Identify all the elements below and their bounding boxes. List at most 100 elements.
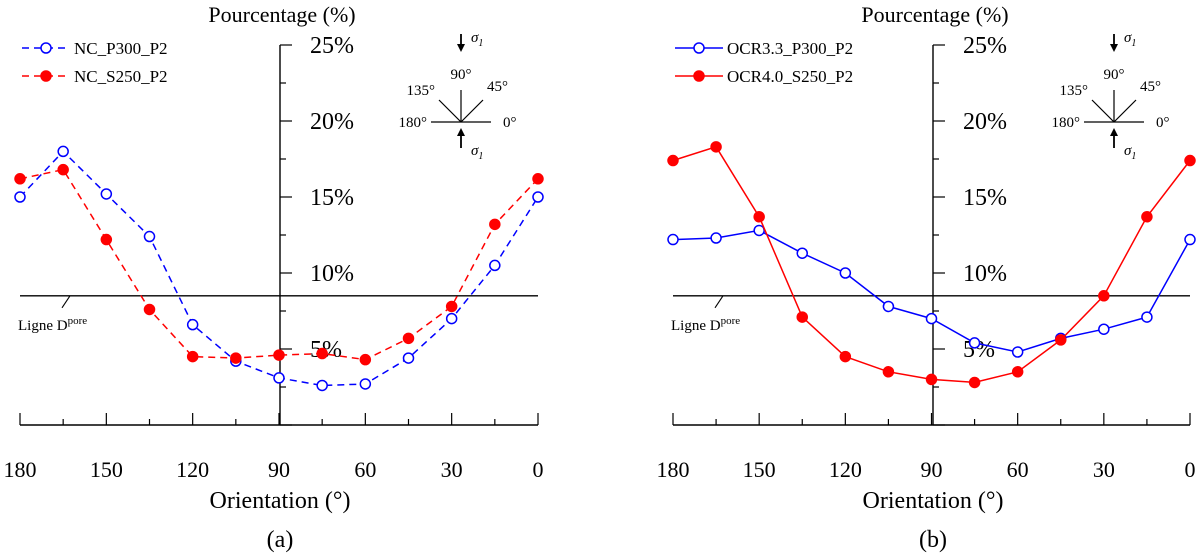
data-point-OCR4.0_S250_P2 bbox=[968, 376, 981, 389]
x-tick-label: 90 bbox=[268, 457, 290, 482]
ligne-dpore-label-sup: pore bbox=[721, 315, 741, 327]
data-point-NC_S250_P2 bbox=[230, 352, 242, 364]
ligne-dpore-label-main: Ligne D bbox=[18, 318, 68, 334]
data-point-OCR4.0_S250_P2 bbox=[1184, 154, 1196, 167]
ligne-dpore-pointer bbox=[61, 295, 71, 309]
data-point-NC_S250_P2 bbox=[402, 332, 415, 345]
data-point-NC_P300_P2 bbox=[57, 145, 69, 158]
y-tick-label: 10% bbox=[963, 261, 1007, 287]
x-tick-label: 120 bbox=[829, 457, 862, 482]
ligne-dpore-label: Ligne Dpore bbox=[18, 315, 87, 334]
y-tick-label: 20% bbox=[310, 109, 354, 135]
legend-label: NC_S250_P2 bbox=[74, 67, 168, 86]
data-point-NC_S250_P2 bbox=[143, 303, 156, 316]
inset-arrow-bottom-head bbox=[1110, 128, 1118, 136]
y-axis-label: Pourcentage (%) bbox=[208, 2, 355, 27]
data-point-OCR4.0_S250_P2 bbox=[1055, 334, 1067, 346]
series-line-OCR4.0_S250_P2 bbox=[672, 145, 1191, 384]
legend-marker bbox=[40, 70, 52, 82]
data-point-OCR3.3_P300_P2 bbox=[753, 224, 765, 237]
series-line-OCR3.3_P300_P2 bbox=[672, 229, 1191, 353]
data-point-OCR4.0_S250_P2 bbox=[1141, 211, 1153, 223]
data-point-NC_S250_P2 bbox=[273, 349, 285, 361]
x-tick-label: 60 bbox=[1007, 457, 1029, 482]
y-tick-label: 10% bbox=[310, 261, 354, 287]
data-point-OCR4.0_S250_P2 bbox=[925, 373, 938, 386]
x-tick-label: 90 bbox=[921, 457, 943, 482]
x-tick-label: 0 bbox=[1185, 457, 1196, 482]
data-point-OCR3.3_P300_P2 bbox=[1184, 233, 1196, 246]
data-point-OCR3.3_P300_P2 bbox=[1141, 311, 1153, 323]
inset-arrow-top-head bbox=[457, 44, 465, 52]
data-point-NC_P300_P2 bbox=[14, 191, 26, 203]
inset-arrow-bottom-head bbox=[457, 128, 465, 136]
inset-label-180: 180° bbox=[399, 115, 428, 131]
data-point-NC_S250_P2 bbox=[532, 173, 544, 185]
data-point-OCR4.0_S250_P2 bbox=[882, 366, 895, 378]
data-point-OCR4.0_S250_P2 bbox=[796, 311, 808, 323]
data-point-OCR4.0_S250_P2 bbox=[710, 141, 722, 153]
legend-label: OCR4.0_S250_P2 bbox=[727, 67, 853, 86]
data-point-NC_P300_P2 bbox=[143, 230, 156, 243]
inset-sigma-top-sub: 1 bbox=[1131, 38, 1136, 49]
legend-marker bbox=[40, 42, 52, 54]
inset-sigma-bottom: σ1 bbox=[471, 143, 483, 162]
data-point-NC_P300_P2 bbox=[186, 318, 199, 331]
inset-45 bbox=[1113, 99, 1137, 123]
x-tick-label: 30 bbox=[1093, 457, 1115, 482]
ligne-dpore-label: Ligne Dpore bbox=[671, 315, 740, 334]
data-point-NC_P300_P2 bbox=[402, 352, 415, 364]
data-point-OCR3.3_P300_P2 bbox=[882, 300, 895, 313]
inset-label-90: 90° bbox=[451, 67, 472, 83]
data-point-NC_S250_P2 bbox=[100, 233, 113, 246]
inset-45 bbox=[460, 99, 484, 123]
data-point-OCR3.3_P300_P2 bbox=[925, 312, 938, 325]
inset-label-0: 0° bbox=[503, 115, 517, 131]
data-point-OCR3.3_P300_P2 bbox=[968, 337, 981, 349]
inset-sigma-bottom-main: σ bbox=[471, 143, 479, 159]
inset-label-45: 45° bbox=[487, 79, 508, 95]
inset-sigma-top: σ1 bbox=[471, 30, 483, 49]
y-axis-label: Pourcentage (%) bbox=[861, 2, 1008, 27]
inset-label-180: 180° bbox=[1052, 115, 1081, 131]
inset-label-135: 135° bbox=[1060, 83, 1089, 99]
data-point-NC_P300_P2 bbox=[316, 379, 328, 392]
data-point-OCR3.3_P300_P2 bbox=[839, 267, 852, 279]
data-point-NC_S250_P2 bbox=[489, 218, 501, 231]
y-tick-label: 25% bbox=[310, 33, 354, 59]
data-point-NC_P300_P2 bbox=[489, 259, 501, 272]
y-tick-label: 15% bbox=[310, 185, 354, 211]
data-point-OCR4.0_S250_P2 bbox=[667, 154, 679, 167]
ligne-dpore-label-main: Ligne D bbox=[671, 318, 721, 334]
data-point-NC_S250_P2 bbox=[445, 300, 458, 313]
inset-sigma-top-main: σ bbox=[1124, 30, 1132, 46]
data-point-OCR4.0_S250_P2 bbox=[1098, 290, 1110, 302]
data-point-OCR4.0_S250_P2 bbox=[1011, 366, 1024, 378]
legend-label: OCR3.3_P300_P2 bbox=[727, 39, 853, 58]
legend-marker bbox=[693, 42, 705, 54]
panel-label: (a) bbox=[267, 527, 294, 553]
inset-arrow-top-head bbox=[1110, 44, 1118, 52]
data-point-NC_S250_P2 bbox=[359, 353, 372, 366]
x-tick-label: 150 bbox=[90, 457, 123, 482]
data-point-NC_P300_P2 bbox=[273, 372, 285, 384]
legend-label: NC_P300_P2 bbox=[74, 39, 168, 58]
data-point-OCR3.3_P300_P2 bbox=[1098, 323, 1110, 335]
inset-label-45: 45° bbox=[1140, 79, 1161, 95]
panel-b: 180 150 120 90 60 30 05%10%15%20%25%Pourcentag… bbox=[657, 2, 1196, 553]
inset-sigma-top-main: σ bbox=[471, 30, 479, 46]
data-point-NC_P300_P2 bbox=[532, 191, 544, 203]
data-point-NC_P300_P2 bbox=[445, 312, 458, 325]
data-point-NC_S250_P2 bbox=[14, 173, 26, 185]
inset-135 bbox=[1091, 99, 1115, 123]
x-tick-label: 60 bbox=[354, 457, 376, 482]
panel-a: 18015012090603005%10%15%20%25%Pourcentag… bbox=[4, 2, 544, 553]
data-point-NC_P300_P2 bbox=[100, 188, 113, 200]
inset-sigma-bottom-sub: 1 bbox=[478, 151, 483, 162]
x-tick-label: 150 bbox=[743, 457, 776, 482]
x-tick-label: 30 bbox=[441, 457, 463, 482]
x-tick-label: 180 bbox=[657, 457, 690, 482]
series-line-NC_S250_P2 bbox=[19, 168, 539, 361]
data-point-NC_S250_P2 bbox=[316, 347, 328, 360]
